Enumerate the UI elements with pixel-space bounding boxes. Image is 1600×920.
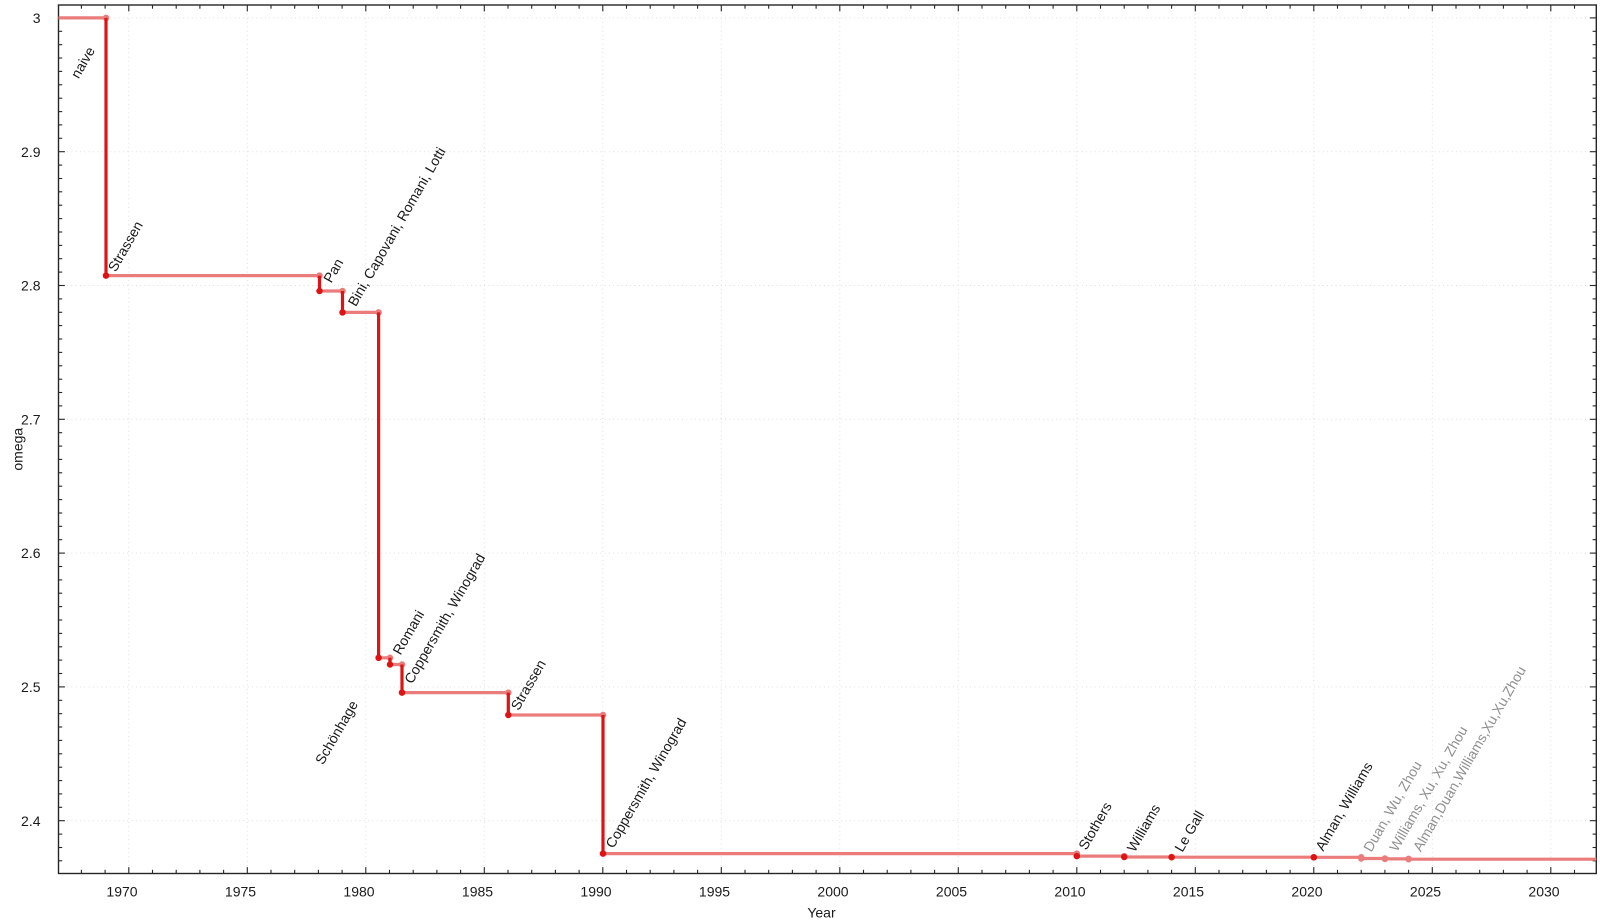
svg-text:1990: 1990 (580, 884, 611, 900)
svg-text:2010: 2010 (1054, 884, 1085, 900)
svg-text:2.9: 2.9 (21, 144, 41, 160)
svg-text:1985: 1985 (462, 884, 493, 900)
svg-text:2.5: 2.5 (21, 679, 41, 695)
svg-text:2015: 2015 (1173, 884, 1204, 900)
svg-text:2.7: 2.7 (21, 411, 41, 427)
svg-text:1970: 1970 (106, 884, 137, 900)
svg-text:2.6: 2.6 (21, 545, 41, 561)
svg-text:omega: omega (9, 428, 25, 471)
svg-text:1975: 1975 (225, 884, 256, 900)
svg-text:2020: 2020 (1291, 884, 1322, 900)
svg-text:2.4: 2.4 (21, 813, 41, 829)
svg-text:2000: 2000 (817, 884, 848, 900)
svg-text:2025: 2025 (1410, 884, 1441, 900)
svg-text:2030: 2030 (1528, 884, 1559, 900)
svg-text:3: 3 (33, 10, 41, 26)
svg-text:2005: 2005 (936, 884, 967, 900)
svg-text:1980: 1980 (343, 884, 374, 900)
svg-text:1995: 1995 (699, 884, 730, 900)
svg-text:2.8: 2.8 (21, 278, 41, 294)
svg-text:Year: Year (807, 904, 836, 920)
